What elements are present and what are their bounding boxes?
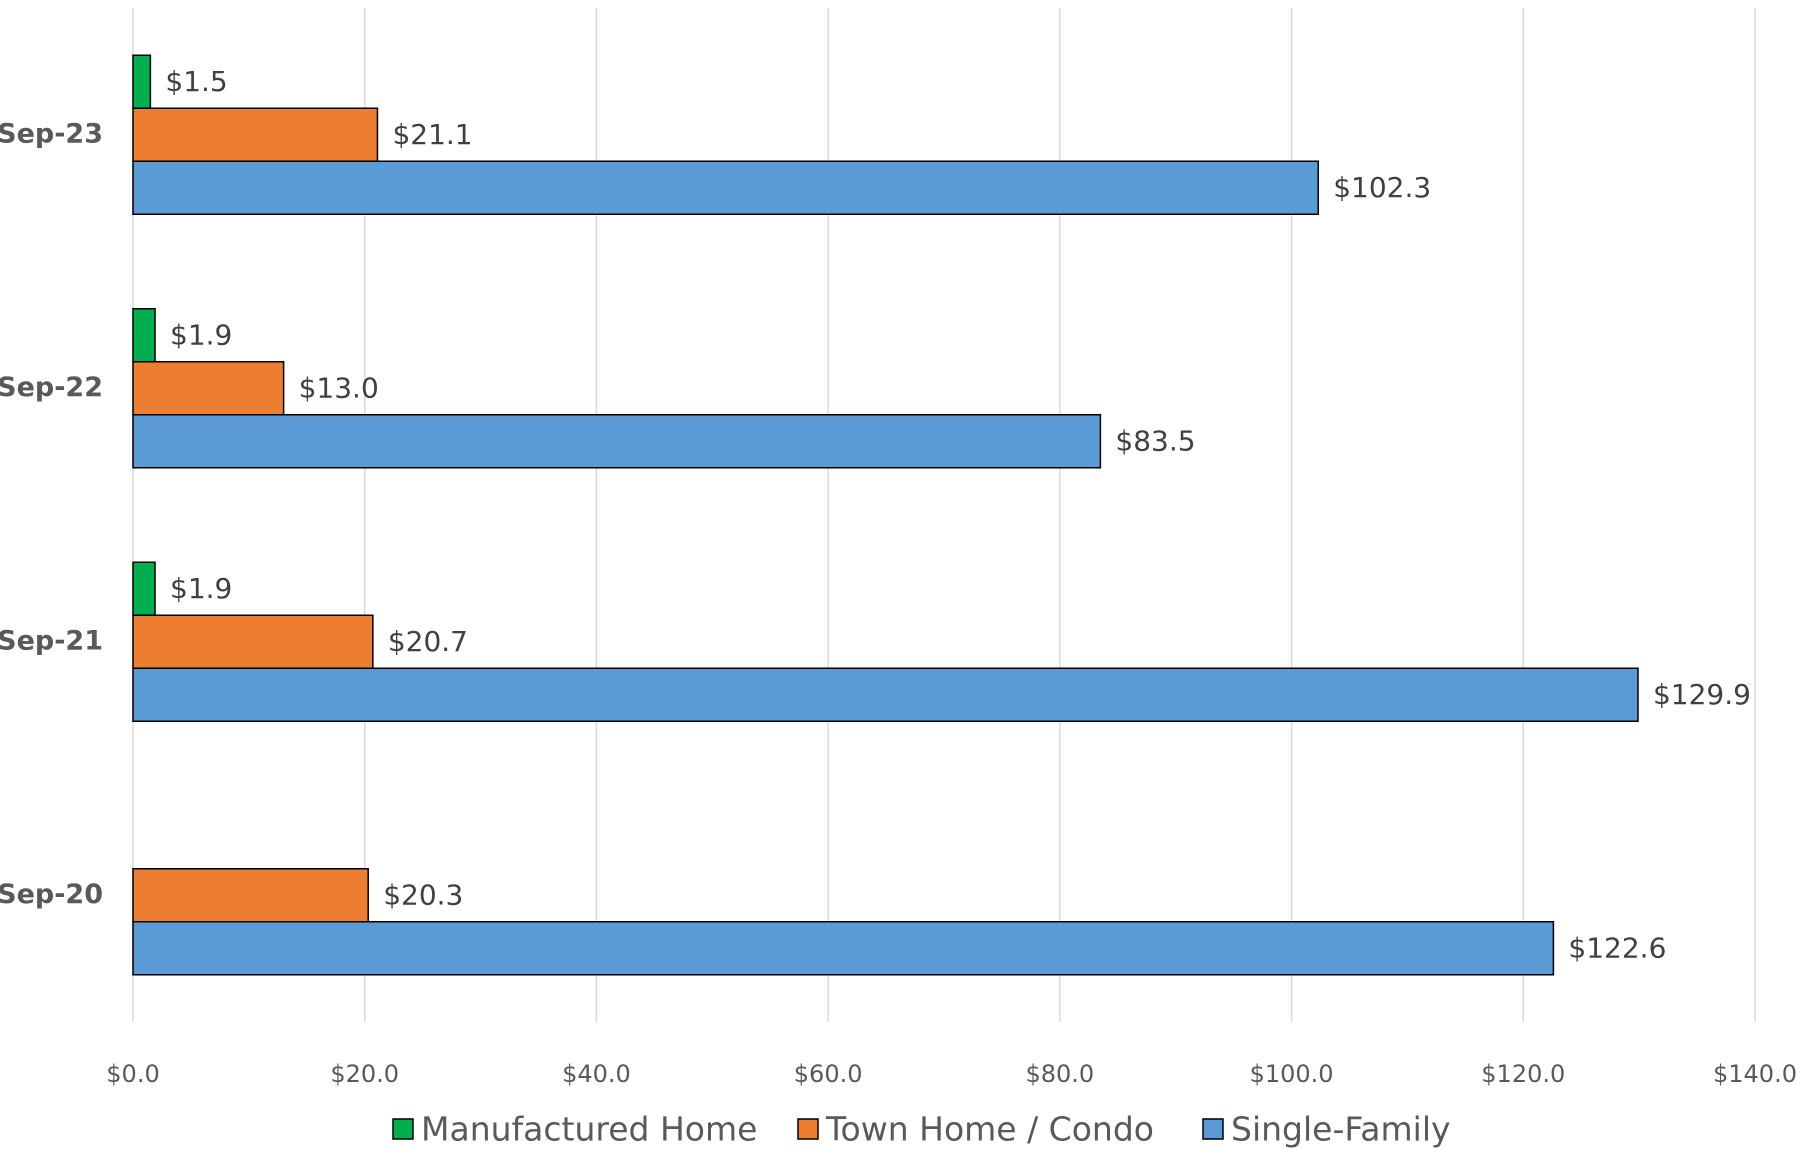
data-label: $13.0 bbox=[299, 371, 379, 404]
data-label: $1.9 bbox=[170, 318, 232, 351]
data-label: $20.3 bbox=[383, 878, 463, 911]
category-label: Sep-21 bbox=[0, 625, 103, 656]
data-label: $1.5 bbox=[165, 65, 227, 98]
legend-label: Town Home / Condo bbox=[825, 1110, 1154, 1149]
value-axis: $0.0 $20.0 $40.0 $60.0 $80.0 $100.0 $120.0 $140… bbox=[106, 1060, 1797, 1088]
bar bbox=[132, 868, 369, 923]
x-tick-label: $0.0 bbox=[106, 1060, 159, 1088]
legend-label: Manufactured Home bbox=[421, 1110, 757, 1149]
x-tick-label: $20.0 bbox=[330, 1060, 399, 1088]
x-tick-label: $100.0 bbox=[1250, 1060, 1334, 1088]
bar bbox=[132, 308, 156, 363]
bar bbox=[132, 414, 1102, 469]
bar bbox=[132, 54, 152, 109]
data-label: $20.7 bbox=[388, 625, 468, 658]
category-label: Sep-23 bbox=[0, 118, 103, 149]
x-tick-label: $60.0 bbox=[794, 1060, 863, 1088]
legend[interactable]: Manufactured Home Town Home / Condo Single… bbox=[392, 1110, 1451, 1149]
legend-swatch bbox=[1202, 1118, 1224, 1140]
bars bbox=[132, 54, 1639, 976]
legend-item[interactable]: Manufactured Home bbox=[392, 1110, 757, 1149]
legend-item[interactable]: Single-Family bbox=[1202, 1110, 1451, 1149]
data-labels: $1.5 $21.1 $102.3 $1.9 $13.0 $83.5 $1.9 $20.7 $1… bbox=[165, 65, 1751, 965]
category-label: Sep-22 bbox=[0, 372, 103, 403]
bar bbox=[132, 160, 1319, 215]
x-tick-label: $80.0 bbox=[1025, 1060, 1094, 1088]
legend-label: Single-Family bbox=[1231, 1110, 1451, 1149]
bar bbox=[132, 561, 156, 616]
x-tick-label: $40.0 bbox=[562, 1060, 631, 1088]
data-label: $21.1 bbox=[392, 118, 472, 151]
legend-swatch bbox=[392, 1118, 414, 1140]
data-label: $122.6 bbox=[1568, 931, 1666, 964]
legend-item[interactable]: Town Home / Condo bbox=[797, 1110, 1154, 1149]
bar bbox=[132, 667, 1639, 722]
data-label: $102.3 bbox=[1333, 171, 1431, 204]
x-tick-label: $140.0 bbox=[1713, 1060, 1797, 1088]
data-label: $129.9 bbox=[1653, 678, 1751, 711]
bar bbox=[132, 361, 285, 416]
category-label: Sep-20 bbox=[0, 879, 103, 910]
bar bbox=[132, 614, 374, 669]
category-axis: Sep-23 Sep-22 Sep-21 Sep-20 bbox=[0, 118, 103, 910]
data-label: $83.5 bbox=[1115, 424, 1195, 457]
data-label: $1.9 bbox=[170, 572, 232, 605]
bar bbox=[132, 921, 1555, 976]
x-tick-label: $120.0 bbox=[1481, 1060, 1565, 1088]
bar bbox=[132, 107, 379, 162]
legend-swatch bbox=[797, 1118, 819, 1140]
